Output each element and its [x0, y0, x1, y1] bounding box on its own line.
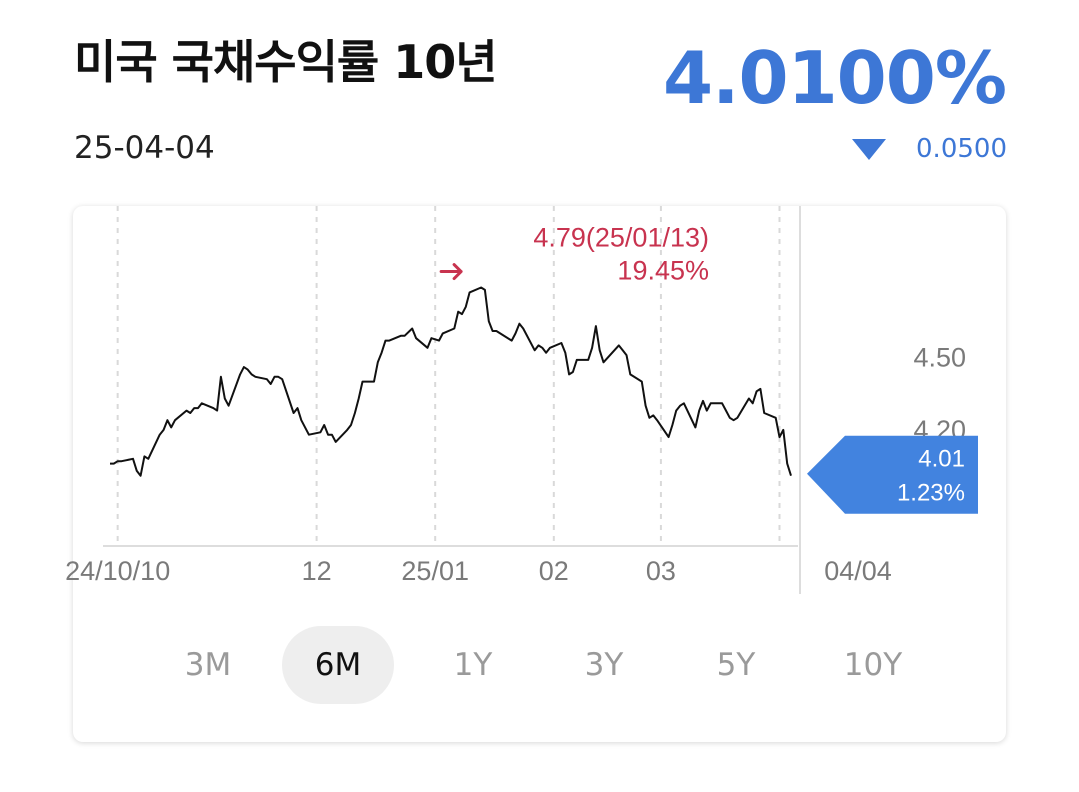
- arrow-right-icon: [439, 263, 463, 281]
- x-tick-labels: 24/10/10 12 25/01 02 03 04/04: [65, 556, 892, 586]
- chart-card: 24/10/10 12 25/01 02 03 04/04 4.50 4.20 …: [65, 206, 1006, 742]
- page-title: 미국 국채수익률 10년: [74, 35, 498, 89]
- x-tick-label: 04/04: [824, 556, 892, 586]
- x-tick-label: 03: [646, 556, 676, 586]
- tab-10y[interactable]: 10Y: [843, 647, 903, 683]
- triangle-down-icon: [852, 138, 887, 160]
- tab-1y[interactable]: 1Y: [453, 647, 493, 683]
- yield-chart[interactable]: 24/10/10 12 25/01 02 03 04/04 4.50 4.20 …: [65, 206, 1006, 742]
- badge-value: 4.01: [918, 446, 965, 473]
- tab-5y[interactable]: 5Y: [716, 647, 756, 683]
- current-yield: 4.0100%: [663, 36, 1007, 120]
- x-tick-label: 12: [302, 556, 332, 586]
- badge-pct: 1.23%: [897, 480, 965, 507]
- max-pct-label: 19.45%: [617, 256, 709, 286]
- period-tabs: 3M 6M 1Y 3Y 5Y 10Y: [73, 626, 1006, 704]
- x-tick-label: 25/01: [401, 556, 469, 586]
- badge-shape: [807, 435, 978, 514]
- quote-date: 25-04-04: [74, 130, 215, 166]
- change-value: 0.0500: [916, 134, 1007, 164]
- current-value-badge: 4.01 1.23%: [807, 435, 978, 514]
- x-tick-label: 02: [539, 556, 569, 586]
- tab-3m[interactable]: 3M: [184, 647, 232, 683]
- grid-lines: [116, 206, 781, 546]
- y-tick-labels: 4.50 4.20: [913, 342, 966, 444]
- series-line: [110, 286, 792, 477]
- change-indicator: 0.0500: [852, 134, 1007, 164]
- x-tick-label: 24/10/10: [65, 556, 170, 586]
- y-tick-label: 4.50: [913, 342, 966, 372]
- max-annotation: 4.79(25/01/13) 19.45%: [439, 223, 709, 286]
- tab-6m[interactable]: 6M: [282, 626, 394, 704]
- max-value-label: 4.79(25/01/13): [533, 223, 709, 253]
- tab-3y[interactable]: 3Y: [584, 647, 624, 683]
